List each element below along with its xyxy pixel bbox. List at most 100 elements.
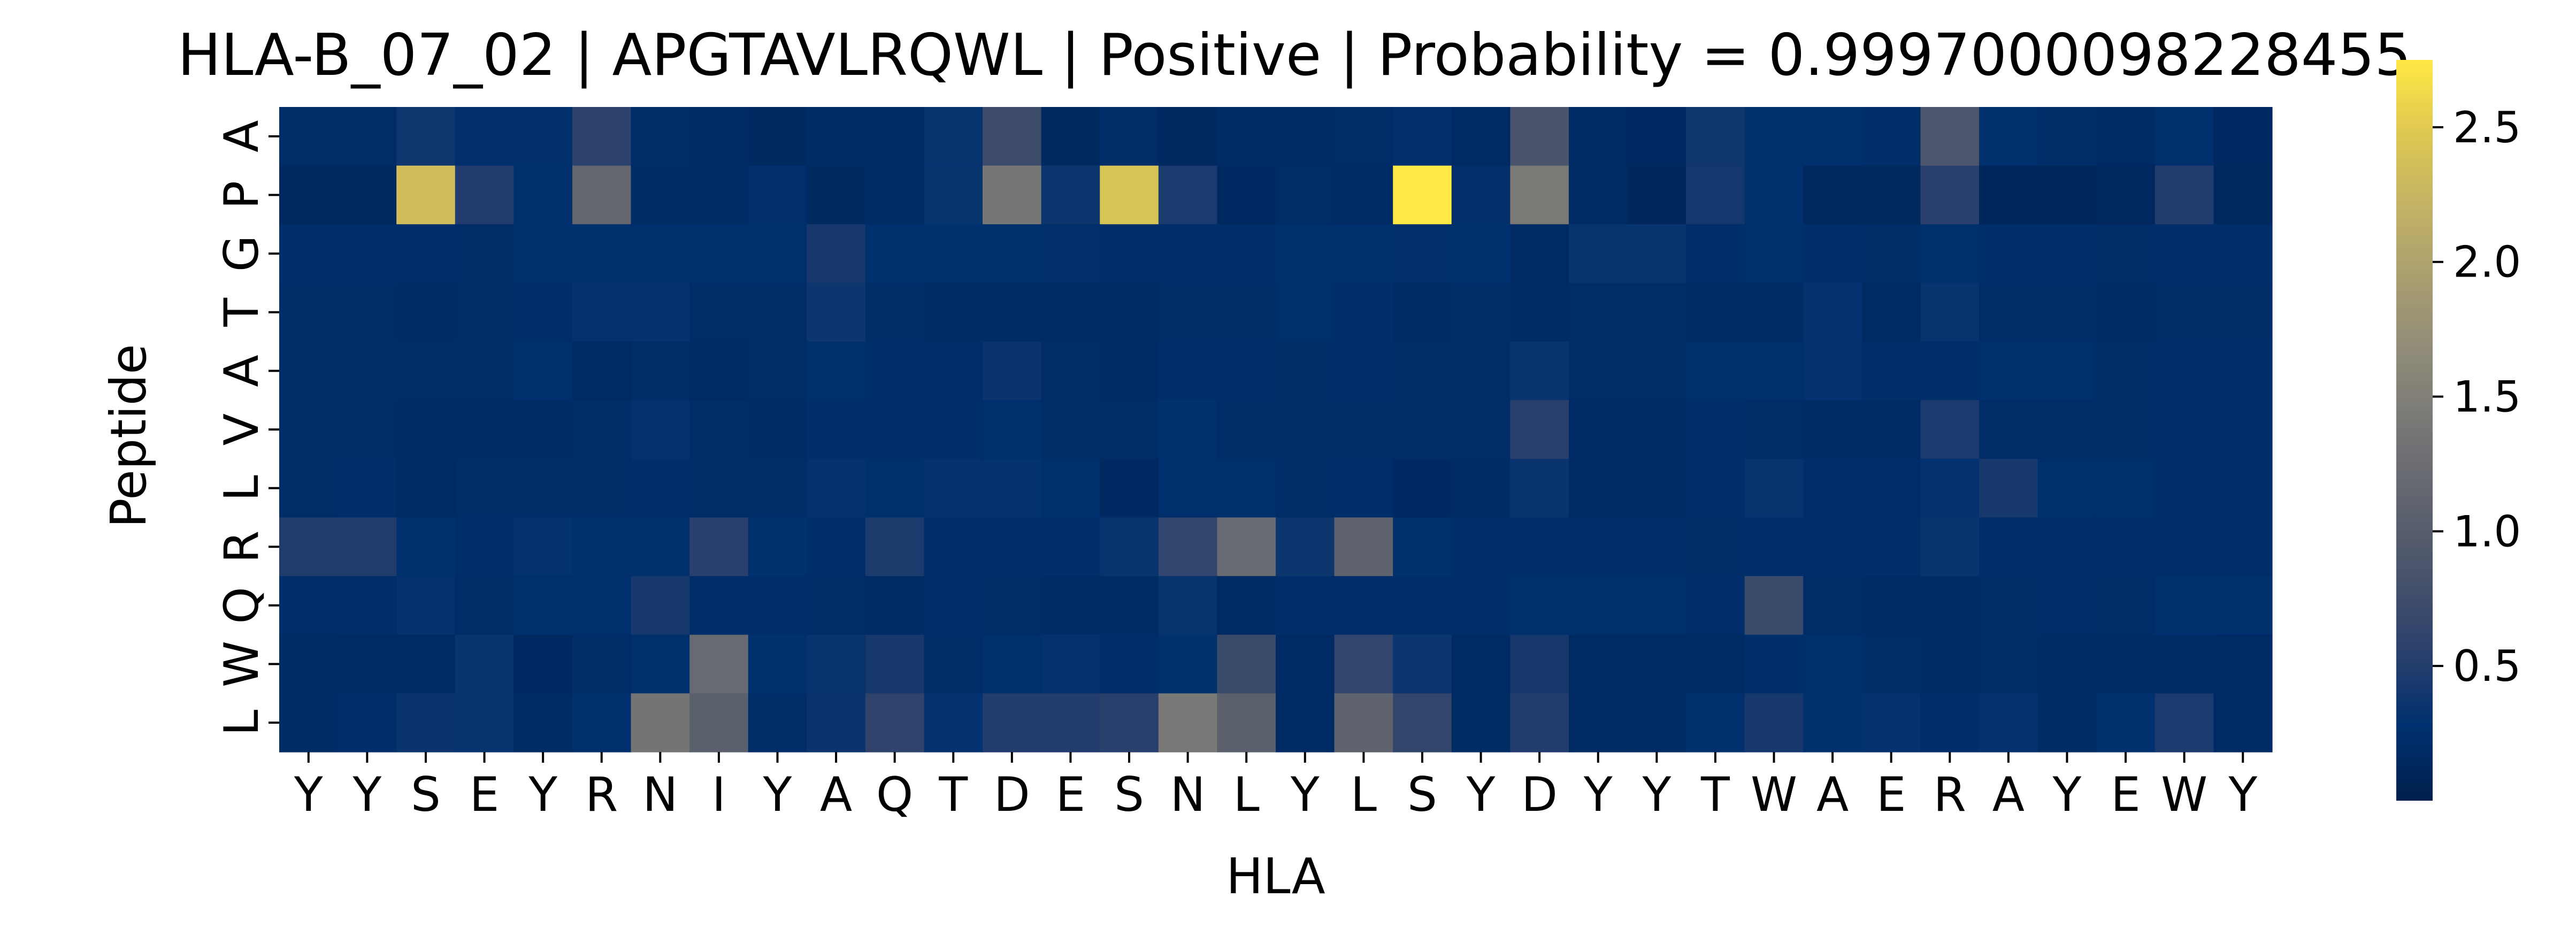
heatmap-cell <box>1744 224 1804 283</box>
heatmap-cell <box>1510 576 1569 635</box>
x-tick-label: T <box>938 767 968 822</box>
heatmap-cell <box>1451 224 1511 283</box>
heatmap-cell <box>807 634 866 694</box>
heatmap-cell <box>1100 282 1159 342</box>
heatmap-cell <box>2096 165 2156 225</box>
heatmap-cell <box>513 458 573 518</box>
heatmap-cell <box>689 517 749 577</box>
heatmap-cell <box>1041 341 1100 401</box>
heatmap-cell <box>1920 341 1980 401</box>
heatmap-cell <box>924 224 983 283</box>
heatmap-cell <box>631 634 690 694</box>
heatmap-cell <box>983 576 1042 635</box>
heatmap-cell <box>338 634 397 694</box>
heatmap-cell <box>983 693 1042 753</box>
heatmap-cell <box>1100 634 1159 694</box>
heatmap-cell <box>631 341 690 401</box>
heatmap-cell <box>924 282 983 342</box>
heatmap-cell <box>455 576 514 635</box>
heatmap-cell <box>1686 517 1745 577</box>
heatmap-cell <box>1158 282 1218 342</box>
heatmap-cell <box>1803 282 1862 342</box>
heatmap-cell <box>2037 634 2097 694</box>
heatmap-cell <box>1334 165 1393 225</box>
heatmap-cell <box>1217 165 1276 225</box>
heatmap-cell <box>513 341 573 401</box>
heatmap-cell <box>1451 458 1511 518</box>
heatmap-cell <box>1627 282 1686 342</box>
heatmap-cell <box>1334 576 1393 635</box>
heatmap-cell <box>1627 458 1686 518</box>
heatmap-cell <box>1568 341 1628 401</box>
heatmap-cell <box>1861 517 1921 577</box>
heatmap-cell <box>924 576 983 635</box>
heatmap-cell <box>689 165 749 225</box>
heatmap-cell <box>1979 400 2038 459</box>
heatmap-cell <box>1100 341 1159 401</box>
heatmap-cell <box>1158 341 1218 401</box>
heatmap-cell <box>455 107 514 166</box>
x-tick-label: N <box>1170 767 1206 822</box>
heatmap-cell <box>1627 107 1686 166</box>
heatmap-cell <box>983 458 1042 518</box>
heatmap-cell <box>807 693 866 753</box>
heatmap-cell <box>2155 282 2214 342</box>
heatmap-cell <box>1744 576 1804 635</box>
heatmap-cell <box>1568 458 1628 518</box>
heatmap-cell <box>1334 517 1393 577</box>
heatmap-cell <box>2213 282 2273 342</box>
heatmap-cell <box>455 341 514 401</box>
heatmap-cell <box>1334 341 1393 401</box>
heatmap-cell <box>1979 224 2038 283</box>
heatmap-cell <box>1100 576 1159 635</box>
heatmap-cell <box>1510 517 1569 577</box>
heatmap-cell <box>924 517 983 577</box>
heatmap-cell <box>396 693 456 753</box>
heatmap-cell <box>807 107 866 166</box>
heatmap-cell <box>2096 517 2156 577</box>
x-tick-label: S <box>1114 767 1144 822</box>
heatmap-cell <box>631 224 690 283</box>
x-tick-label: Y <box>2052 767 2082 822</box>
heatmap-cell <box>924 165 983 225</box>
heatmap-cell <box>279 165 339 225</box>
heatmap-cell <box>1686 224 1745 283</box>
heatmap-cell <box>2213 458 2273 518</box>
heatmap-cell <box>807 458 866 518</box>
heatmap-cell <box>1334 282 1393 342</box>
heatmap-cell <box>748 634 807 694</box>
heatmap-cell <box>455 282 514 342</box>
heatmap-cell <box>1568 517 1628 577</box>
heatmap-cell <box>689 693 749 753</box>
heatmap-cell <box>2155 224 2214 283</box>
heatmap-cell <box>2213 165 2273 225</box>
heatmap-cell <box>572 693 632 753</box>
heatmap-cell <box>338 458 397 518</box>
heatmap-cell <box>1510 282 1569 342</box>
heatmap-cell <box>748 224 807 283</box>
heatmap-cell <box>1100 458 1159 518</box>
heatmap-cell <box>1979 282 2038 342</box>
heatmap-cell <box>807 165 866 225</box>
heatmap-cell <box>748 693 807 753</box>
y-tick-label: A <box>214 355 269 387</box>
heatmap-cell <box>2096 576 2156 635</box>
heatmap-cell <box>1803 341 1862 401</box>
heatmap-cell <box>279 341 339 401</box>
heatmap-cell <box>513 576 573 635</box>
colorbar-tick-label: 2.0 <box>2453 237 2521 287</box>
heatmap-cell <box>1217 224 1276 283</box>
x-tick-label: E <box>1876 767 1906 822</box>
heatmap-cell <box>2096 458 2156 518</box>
heatmap-cell <box>1334 400 1393 459</box>
heatmap-cell <box>513 224 573 283</box>
heatmap-cell <box>455 517 514 577</box>
heatmap-cell <box>1334 224 1393 283</box>
x-tick-label: D <box>994 767 1030 822</box>
heatmap-cell <box>279 693 339 753</box>
y-tick-label: L <box>214 475 269 501</box>
colorbar-tick-label: 1.0 <box>2453 507 2521 556</box>
heatmap-cell <box>1979 576 2038 635</box>
heatmap-cell <box>1276 517 1335 577</box>
